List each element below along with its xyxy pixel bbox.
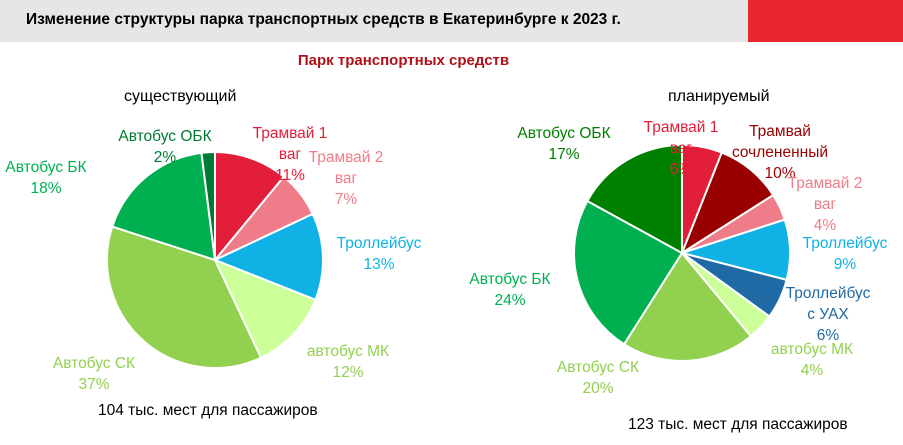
slice-label: автобус МК 12%	[307, 343, 389, 381]
pie-slice	[212, 212, 324, 302]
page-title: Изменение структуры парка транспортных с…	[26, 11, 621, 28]
caption-existing: 104 тыс. мест для пассажиров	[98, 402, 318, 419]
pie-slice	[106, 225, 263, 369]
slice-label: Трамвай 1 ваг 6%	[644, 119, 719, 178]
slice-label: Автобус БК 24%	[469, 271, 550, 309]
pie-slice	[573, 199, 684, 346]
slice-label: Автобус БК 18%	[5, 159, 86, 197]
pie-title-existing: существующий	[124, 88, 237, 105]
slice-label: Троллейбус 9%	[803, 235, 888, 273]
slice-label: Трамвай 2 ваг 4%	[788, 175, 863, 234]
pie-slice	[111, 151, 217, 262]
pie-slice	[214, 150, 286, 263]
pie-chart-planned: Трамвай 1 ваг 6%Трамвай сочлененный 10%Трамв…	[469, 119, 887, 397]
pie-slice	[200, 150, 216, 261]
slice-label: Автобус ОБК 2%	[118, 128, 211, 166]
pie-title-planned: планируемый	[668, 88, 770, 105]
pie-slice	[622, 251, 753, 362]
pie-chart-existing: Трамвай 1 ваг 11%Трамвай 2 ваг 7% Троллейбус 1…	[5, 125, 421, 393]
slice-label: Трамвай 1 ваг 11%	[253, 125, 328, 184]
pie-slice	[213, 258, 317, 360]
slice-label: Автобус ОБК 17%	[517, 125, 610, 163]
slice-label: Автобус СК 37%	[53, 355, 135, 393]
header-accent-block	[748, 0, 903, 42]
slice-label: Автобус СК 20%	[557, 359, 639, 397]
pie-slice	[586, 143, 683, 255]
slice-label: автобус МК 4%	[771, 341, 853, 379]
slice-label: Трамвай сочлененный 10%	[732, 123, 828, 182]
slice-label: Трамвай 2 ваг 7%	[309, 149, 384, 208]
slice-label: Троллейбус 13%	[337, 235, 422, 273]
chart-subtitle: Парк транспортных средств	[297, 52, 510, 69]
caption-planned: 123 тыс. мест для пассажиров	[628, 416, 848, 433]
header-bar	[0, 0, 748, 42]
slice-label: Троллейбус с УАХ 6%	[786, 285, 871, 344]
